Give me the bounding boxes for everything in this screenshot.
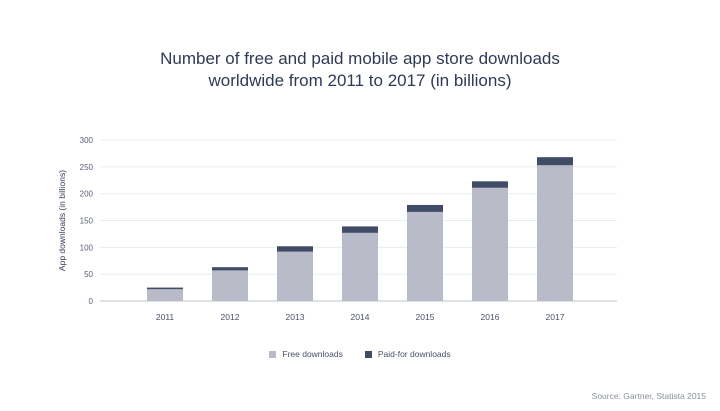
x-tick-label-2011: 2011 [156, 312, 175, 322]
y-tick-label-150: 150 [80, 217, 94, 226]
bar-free-2013 [277, 251, 313, 301]
chart-title-line-1: Number of free and paid mobile app store… [160, 49, 560, 68]
bar-free-2012 [212, 270, 248, 301]
bar-paid-2017 [537, 157, 573, 166]
bar-paid-2014 [342, 226, 378, 233]
bar-free-2015 [407, 211, 443, 301]
legend-item-paid: Paid-for downloads [364, 349, 451, 359]
x-tick-label-2016: 2016 [481, 312, 500, 322]
x-tick-label-2014: 2014 [351, 312, 370, 322]
legend-label-paid: Paid-for downloads [377, 349, 451, 359]
x-tick-label-2015: 2015 [416, 312, 435, 322]
bar-free-2011 [147, 289, 183, 301]
chart-title-line-2: worldwide from 2011 to 2017 (in billions… [208, 71, 512, 90]
legend-item-free: Free downloads [269, 349, 343, 359]
legend: Free downloads Paid-for downloads [0, 349, 720, 359]
bar-paid-2012 [212, 267, 248, 271]
bar-free-2014 [342, 232, 378, 301]
bar-paid-2013 [277, 246, 313, 252]
bar-paid-2016 [472, 181, 508, 188]
legend-label-free: Free downloads [282, 349, 343, 359]
x-tick-label-2017: 2017 [546, 312, 565, 322]
chart-title: Number of free and paid mobile app store… [0, 48, 720, 92]
y-tick-label-250: 250 [80, 163, 94, 172]
bar-paid-2015 [407, 204, 443, 212]
y-tick-label-50: 50 [84, 270, 93, 279]
legend-swatch-free [269, 350, 277, 358]
bar-free-2017 [537, 165, 573, 301]
y-tick-label-0: 0 [89, 297, 94, 306]
x-tick-label-2012: 2012 [221, 312, 240, 322]
legend-swatch-paid [364, 350, 372, 358]
bar-paid-2011 [147, 287, 183, 290]
y-tick-label-100: 100 [80, 243, 94, 252]
y-axis-label: App downloads (in billions) [57, 170, 67, 271]
x-tick-label-2013: 2013 [286, 312, 305, 322]
y-tick-label-200: 200 [80, 190, 94, 199]
source-note: Source: Gartner, Statista 2015 [591, 391, 706, 401]
y-tick-label-300: 300 [80, 136, 94, 145]
bar-free-2016 [472, 187, 508, 301]
